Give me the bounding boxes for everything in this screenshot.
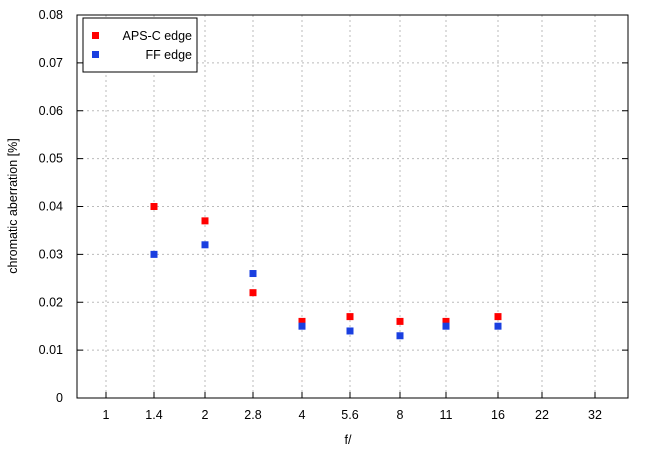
y-axis-label: chromatic aberration [%] [6,138,20,273]
data-point-ff [249,270,257,278]
y-tick-label: 0.07 [39,56,63,70]
data-point-aps-c [494,313,502,321]
x-tick-label: 8 [397,408,404,422]
data-point-ff [396,332,404,340]
data-point-ff [346,327,354,335]
data-point-aps-c [396,317,404,325]
y-tick-label: 0.02 [39,295,63,309]
x-tick-label: 2.8 [244,408,261,422]
data-point-ff [298,322,306,330]
x-tick-label: 1.4 [145,408,162,422]
x-tick-label: 22 [535,408,549,422]
x-tick-label: 2 [202,408,209,422]
x-tick-label: 1 [103,408,110,422]
y-tick-label: 0.08 [39,8,63,22]
x-tick-label: 16 [491,408,505,422]
data-point-aps-c [249,289,257,297]
x-tick-label: 32 [588,408,602,422]
legend-marker-aps-c [92,32,99,39]
y-tick-label: 0.06 [39,104,63,118]
legend-label-ff: FF edge [145,48,192,62]
x-tick-label: 11 [440,408,453,422]
data-point-aps-c [201,217,209,225]
data-point-ff [201,241,209,249]
x-axis-label: f/ [345,433,352,447]
y-tick-label: 0.04 [39,200,63,214]
y-tick-label: 0.03 [39,247,63,261]
x-tick-label: 5.6 [341,408,358,422]
data-point-aps-c [442,317,450,325]
y-tick-label: 0.01 [39,343,63,357]
legend-label-aps-c: APS-C edge [123,29,193,43]
y-tick-label: 0.05 [39,152,63,166]
legend-marker-ff [92,51,99,58]
data-point-aps-c [298,317,306,325]
data-point-ff [442,322,450,330]
data-point-aps-c [150,203,158,210]
legend: APS-C edge FF edge [82,17,198,73]
data-point-ff [150,250,158,258]
data-point-ff [494,322,502,330]
x-tick-label: 4 [299,408,306,422]
y-tick-label: 0 [56,391,63,405]
data-point-aps-c [346,313,354,321]
